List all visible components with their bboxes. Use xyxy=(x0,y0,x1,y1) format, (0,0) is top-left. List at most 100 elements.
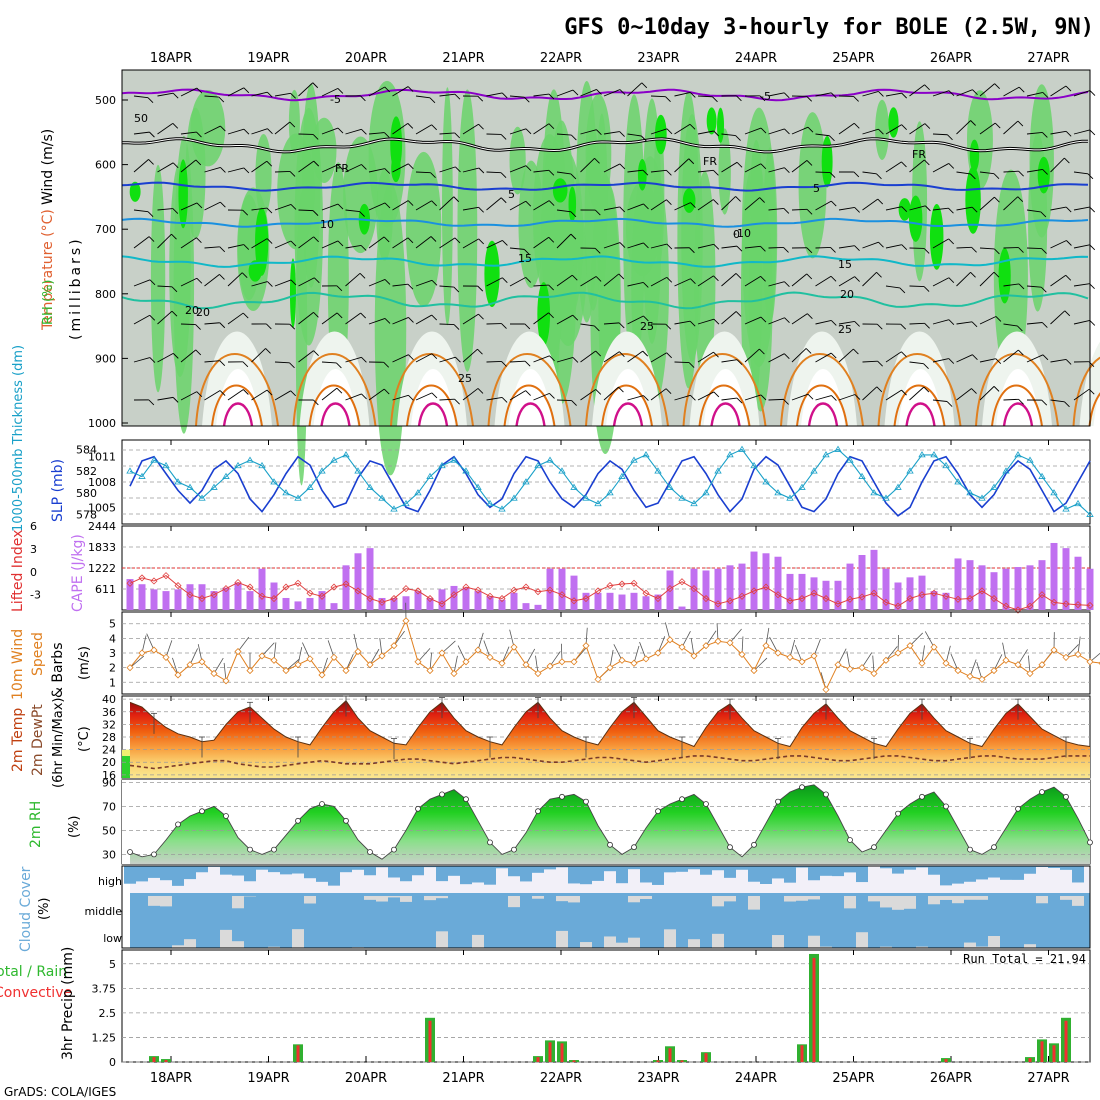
upper-wind-barb xyxy=(1003,120,1019,135)
lifted-index-point xyxy=(990,594,998,603)
upper-wind-barb xyxy=(815,275,832,287)
cape-bar xyxy=(894,582,902,610)
top-date-label: 26APR xyxy=(930,51,972,66)
upper-wind-barb xyxy=(368,318,386,325)
upper-wind-barb-flag xyxy=(384,168,391,174)
upper-wind-barb-flag xyxy=(735,135,741,141)
dry-core xyxy=(1093,391,1100,426)
upper-wind-barb-flag xyxy=(337,164,344,171)
low-cloud-gap xyxy=(220,929,232,948)
li-tick-label: 3 xyxy=(30,543,37,556)
rh-point xyxy=(583,798,589,805)
upper-wind-barb-flag xyxy=(548,236,555,243)
upper-wind-barb xyxy=(1073,319,1090,325)
rh-saturated-blob xyxy=(682,188,696,213)
upper-wind-barb-flag xyxy=(523,249,530,255)
cape-bar xyxy=(774,556,782,610)
top-date-label: 25APR xyxy=(832,51,874,66)
wind-speed-point xyxy=(618,656,626,664)
upper-wind-barb xyxy=(580,323,595,327)
upper-wind-barb-flag xyxy=(642,169,649,176)
rh-saturated-blob xyxy=(969,139,980,172)
upper-wind-barb-flag xyxy=(219,322,226,329)
thickness-point xyxy=(126,467,134,474)
lifted-index-point xyxy=(390,594,398,603)
upper-wind-barb xyxy=(744,394,762,401)
rh-point xyxy=(367,849,373,855)
lifted-index-point xyxy=(666,585,674,593)
thickness-point xyxy=(198,494,206,501)
lifted-index-point xyxy=(774,591,782,599)
rh-tick-label: 50 xyxy=(102,824,116,837)
upper-wind-barb-flag xyxy=(548,93,555,100)
wind-speed-point xyxy=(858,664,866,672)
upper-wind-barb xyxy=(650,199,667,211)
cape-bar xyxy=(378,597,386,610)
upper-wind-barb xyxy=(274,390,291,401)
upper-wind-barb-flag xyxy=(971,388,977,394)
high-cloud-bar xyxy=(244,866,256,882)
upper-wind-barb-flag xyxy=(501,323,507,329)
wind-speed-point xyxy=(186,661,194,669)
thickness-point xyxy=(954,478,962,485)
wind-speed-point xyxy=(438,649,446,657)
high-cloud-bar xyxy=(880,866,892,869)
thickness-point xyxy=(1038,472,1046,479)
cape-bar xyxy=(786,573,794,610)
upper-wind-barb xyxy=(956,89,973,97)
rh-point xyxy=(1087,839,1093,846)
wind-speed-point xyxy=(834,661,842,669)
wind-tick-label: 5 xyxy=(109,618,116,631)
upper-wind-barb-flag xyxy=(923,386,930,393)
upper-wind-barb-flag xyxy=(1040,211,1047,218)
rh-saturated-blob xyxy=(1037,156,1050,194)
upper-wind-barb-flag xyxy=(196,237,202,244)
upper-wind-barb xyxy=(251,389,268,401)
upper-wind-barb-flag xyxy=(477,285,484,292)
surface-wind-barb xyxy=(501,646,510,664)
thickness-point xyxy=(270,478,278,485)
upper-wind-barb xyxy=(345,356,362,363)
upper-wind-barb-flag xyxy=(784,128,790,135)
upper-wind-barb xyxy=(862,171,877,175)
p7-label: Cloud Cover xyxy=(18,866,34,952)
upper-wind-barb xyxy=(1050,359,1067,363)
upper-wind-barb xyxy=(556,209,572,213)
middle-cloud-gap xyxy=(928,896,940,905)
upper-wind-barb-flag xyxy=(690,278,696,285)
lifted-index-point xyxy=(174,581,182,590)
high-cloud-bar xyxy=(532,866,544,873)
contour-label: FR xyxy=(703,155,717,168)
rh-point xyxy=(463,796,469,803)
surface-wind-barb xyxy=(172,657,179,676)
p8-frame xyxy=(121,949,1091,1063)
upper-wind-barb xyxy=(979,386,995,401)
high-cloud-bar xyxy=(256,866,268,870)
high-cloud-bar xyxy=(940,866,952,886)
upper-wind-barb-flag xyxy=(243,87,250,94)
upper-wind-barb-flag xyxy=(806,209,813,215)
upper-wind-barb-flag xyxy=(501,92,508,99)
upper-wind-barb-flag xyxy=(830,200,837,207)
high-cloud-bar xyxy=(160,866,172,881)
upper-wind-barb xyxy=(815,395,832,401)
upper-wind-barb-flag xyxy=(901,124,907,130)
rh-moist-blob xyxy=(294,107,323,346)
upper-wind-barb xyxy=(392,354,409,363)
upper-wind-barb-flag xyxy=(196,87,203,94)
lifted-index-point xyxy=(594,587,602,595)
upper-wind-barb-flag xyxy=(760,127,767,134)
upper-wind-barb-flag xyxy=(525,165,532,171)
temp-tick-label: 40 xyxy=(102,693,116,706)
upper-wind-barb-flag xyxy=(713,169,719,176)
lifted-index-point xyxy=(570,597,578,605)
top-date-label: 27APR xyxy=(1027,51,1069,66)
surface-wind-barb xyxy=(393,630,405,646)
upper-wind-barb xyxy=(956,171,971,175)
thickness-point xyxy=(594,499,602,507)
high-cloud-bar xyxy=(424,866,436,868)
rh-point xyxy=(511,846,517,853)
upper-wind-barb xyxy=(368,132,385,135)
wind-speed-point xyxy=(1002,656,1010,664)
rh-saturated-blob xyxy=(908,195,923,242)
